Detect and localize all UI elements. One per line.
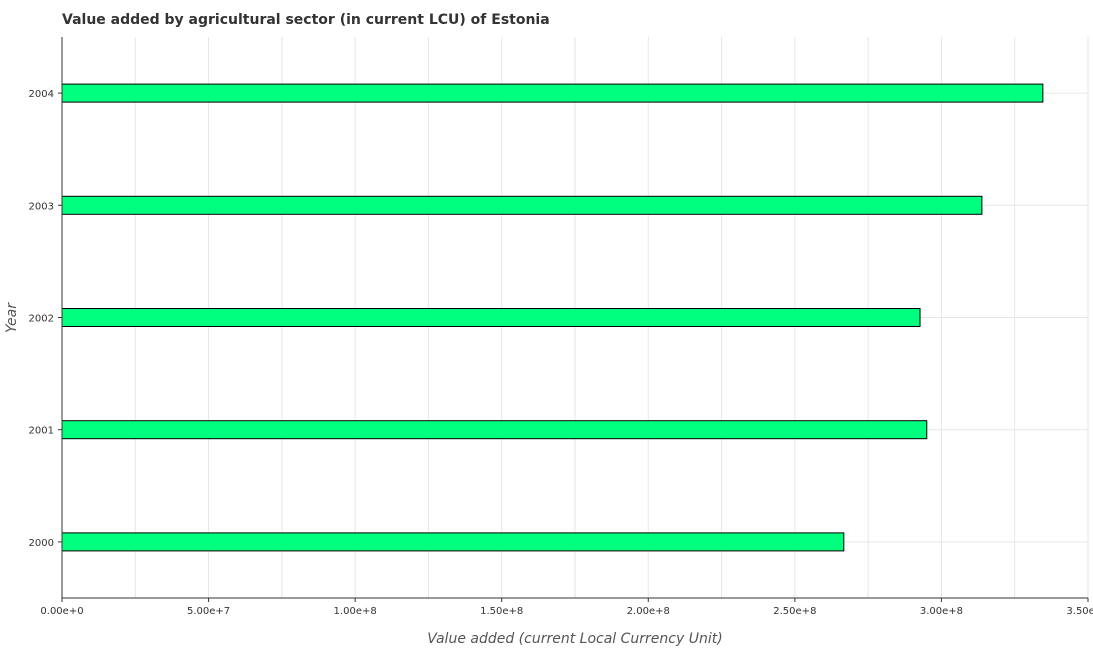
x-tick-label: 0.00e+0 bbox=[40, 606, 83, 617]
x-tick-label: 3.00e+8 bbox=[920, 606, 963, 617]
y-tick-label: 2001 bbox=[29, 426, 54, 437]
tick-labels: 0.00e+0 5.00e+7 1.00e+8 1.50e+8 2.00e+8 2.50e… bbox=[29, 89, 1093, 617]
x-tick-label: 2.50e+8 bbox=[773, 606, 816, 617]
axes bbox=[58, 37, 1089, 602]
x-tick-label: 5.00e+7 bbox=[187, 606, 230, 617]
bar bbox=[61, 420, 928, 440]
y-tick-label: 2000 bbox=[29, 538, 54, 549]
y-tick-label: 2002 bbox=[29, 314, 54, 325]
bars bbox=[61, 83, 1044, 552]
y-axis-label: Year bbox=[4, 302, 20, 333]
x-tick-label: 1.00e+8 bbox=[334, 606, 377, 617]
x-tick-label: 1.50e+8 bbox=[480, 606, 523, 617]
x-tick-label: 3.50e+8 bbox=[1066, 606, 1093, 617]
bar bbox=[61, 308, 921, 327]
x-axis-label: Value added (current Local Currency Unit… bbox=[427, 631, 722, 647]
chart-title: Value added by agricultural sector (in c… bbox=[62, 12, 550, 28]
x-tick-label: 2.00e+8 bbox=[627, 606, 670, 617]
bar bbox=[61, 195, 983, 215]
bar bbox=[61, 532, 845, 552]
y-tick-label: 2003 bbox=[29, 201, 54, 212]
y-tick-label: 2004 bbox=[29, 89, 54, 100]
bar bbox=[61, 83, 1044, 103]
